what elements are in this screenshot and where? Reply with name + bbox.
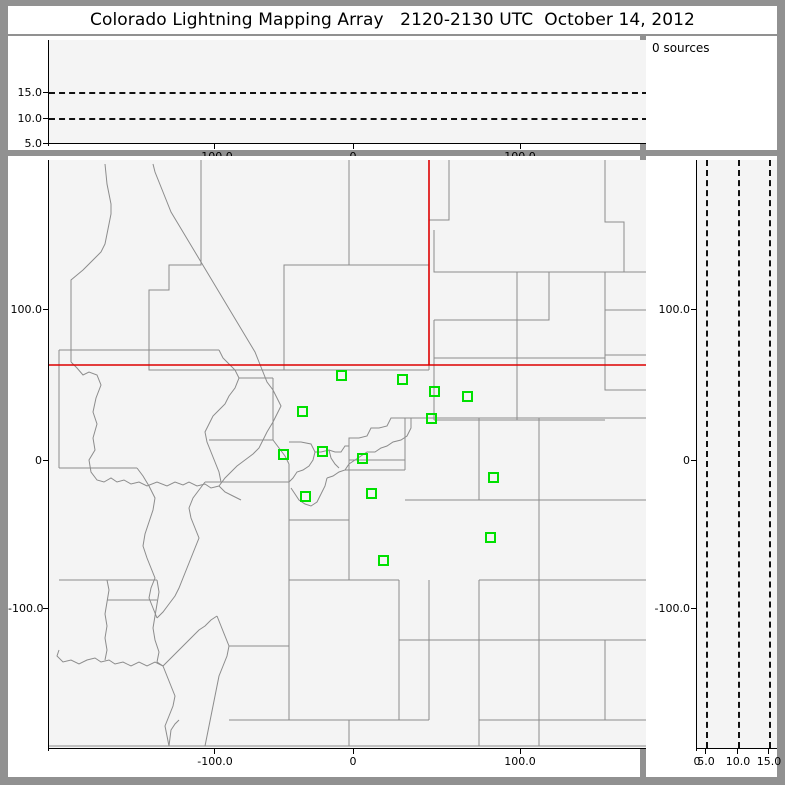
- side-ytickmark-neg100: [691, 608, 697, 609]
- station-marker: [297, 406, 308, 417]
- station-marker: [429, 386, 440, 397]
- side-ytick-neg100: -100.0: [654, 602, 690, 615]
- map-xtick-neg100: -100.0: [197, 755, 233, 768]
- side-ytickmark-100: [691, 309, 697, 310]
- map-ytick-0: 0: [35, 454, 42, 467]
- alt-ytickmark-10: [43, 118, 49, 119]
- side-xtickmark-15: [768, 749, 769, 754]
- side-ytick-100: 100.0: [658, 303, 691, 316]
- source-count-panel: 0 sources: [646, 36, 777, 150]
- map-xtick-0: 0: [349, 755, 357, 768]
- station-marker: [462, 391, 473, 402]
- side-xtick-5: 5.0: [697, 755, 715, 768]
- side-gridline-5: [706, 160, 708, 748]
- map-ytick-100: 100.0: [10, 303, 43, 316]
- side-xtickmark-10: [737, 749, 738, 754]
- altitude-plot-area: [48, 40, 648, 144]
- state-border-lines: [49, 160, 648, 366]
- altitude-vs-east-panel: 15.0 10.0 5.0 0 -100.0 0 100.0: [8, 36, 648, 175]
- alt-xtickmark-neg100: [214, 144, 215, 149]
- station-marker: [426, 413, 437, 424]
- alt-ytick-5: 5.0: [24, 137, 43, 150]
- map-ytickmark-neg100: [43, 608, 49, 609]
- map-ytick-neg100: -100.0: [8, 602, 44, 615]
- alt-gridline-15: [49, 92, 648, 94]
- lma-station-markers: [278, 370, 499, 566]
- alt-gridline-5: [49, 143, 648, 144]
- side-xtick-10: 10.0: [725, 755, 751, 768]
- alt-xtickmark-left: [48, 140, 49, 146]
- map-ytickmark-0: [43, 460, 49, 461]
- station-marker: [366, 488, 377, 499]
- alt-ytickmark-15: [43, 92, 49, 93]
- side-gridline-15: [769, 160, 771, 748]
- station-marker: [317, 446, 328, 457]
- station-marker: [488, 472, 499, 483]
- county-boundaries: [148, 160, 648, 421]
- station-marker: [485, 532, 496, 543]
- page-title: Colorado Lightning Mapping Array 2120-21…: [90, 10, 695, 30]
- colorado-county-map: [49, 160, 648, 747]
- alt-xtickmark-0: [353, 144, 354, 149]
- side-gridline-10: [738, 160, 740, 748]
- side-xtickmark-5: [705, 749, 706, 754]
- map-ytickmark-100: [43, 309, 49, 310]
- source-count-label: 0 sources: [652, 41, 710, 55]
- alt-ytickmark-5: [43, 143, 49, 144]
- map-plot-area: [48, 160, 648, 749]
- map-xtickmark-100: [520, 749, 521, 754]
- station-marker: [278, 449, 289, 460]
- station-marker: [300, 491, 311, 502]
- alt-ytick-10: 10.0: [17, 112, 43, 125]
- alt-gridline-10: [49, 118, 648, 120]
- map-xtick-100: 100.0: [504, 755, 536, 768]
- station-marker: [357, 453, 368, 464]
- altitude-histogram-panel: 100.0 0 -100.0 0 5.0 10.0 15.0: [646, 156, 781, 777]
- side-ytick-0: 0: [683, 454, 690, 467]
- map-xtickmark-left: [48, 745, 49, 751]
- plan-view-map-panel: 100.0 0 -100.0: [8, 156, 648, 777]
- map-xtickmark-0: [353, 749, 354, 754]
- side-ytickmark-0: [691, 460, 697, 461]
- alt-xtickmark-100: [520, 144, 521, 149]
- station-marker: [397, 374, 408, 385]
- histogram-plot-area: [696, 160, 777, 749]
- station-marker: [336, 370, 347, 381]
- alt-ytick-15: 15.0: [17, 86, 43, 99]
- side-xtickmark-0: [696, 745, 697, 751]
- map-xtickmark-neg100: [214, 749, 215, 754]
- station-marker: [378, 555, 389, 566]
- side-xtick-15: 15.0: [756, 755, 782, 768]
- side-xtick-0: 0: [693, 755, 701, 768]
- title-bar: Colorado Lightning Mapping Array 2120-21…: [8, 6, 777, 34]
